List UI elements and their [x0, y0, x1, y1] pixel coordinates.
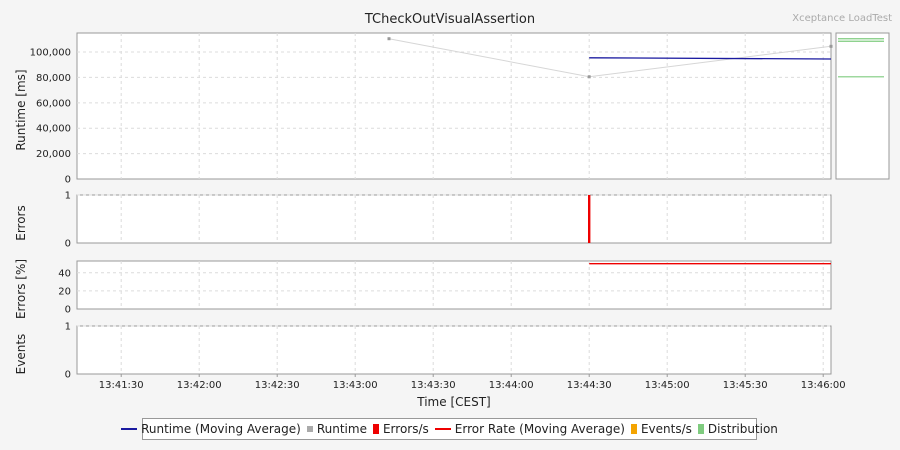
y-tick-label: 0 [65, 370, 71, 381]
events-plot-area [76, 325, 832, 375]
runtime-point [387, 37, 391, 41]
legend-swatch [121, 428, 138, 430]
x-tick-label: 13:43:30 [411, 380, 456, 391]
y-tick-label: 1 [65, 191, 71, 202]
y-tick-label: 0 [65, 305, 71, 316]
runtime-ylabel: Runtime [ms] [14, 69, 28, 150]
y-tick-label: 100,000 [30, 48, 71, 59]
legend-swatch [306, 426, 313, 432]
runtime-point [587, 75, 591, 79]
y-tick-label: 20 [58, 286, 71, 297]
errors-panel [76, 194, 832, 244]
legend-swatch [434, 428, 451, 430]
runtime-panel [76, 32, 890, 180]
y-tick-label: 20,000 [36, 149, 71, 160]
legend-item: Errors/s [372, 422, 429, 436]
y-tick-label: 60,000 [36, 98, 71, 109]
legend-swatch [630, 424, 637, 434]
errors-bar [588, 195, 591, 243]
y-tick-label: 1 [65, 322, 71, 333]
legend-label: Events/s [640, 422, 692, 436]
x-tick-label: 13:43:00 [333, 380, 378, 391]
legend-swatch [697, 424, 704, 434]
x-axis-label: Time [CEST] [416, 395, 490, 409]
legend-label: Distribution [707, 422, 778, 436]
legend-item: Events/s [630, 422, 692, 436]
watermark: Xceptance LoadTest [792, 13, 892, 24]
events-ylabel: Events [14, 334, 28, 375]
y-tick-label: 0 [65, 175, 71, 186]
distribution-panel [835, 32, 890, 180]
runtime-point [829, 44, 833, 48]
legend-item: Distribution [697, 422, 778, 436]
errors-plot-area [76, 194, 832, 244]
x-tick-label: 13:42:00 [177, 380, 222, 391]
x-tick-label: 13:44:30 [567, 380, 612, 391]
x-tick-label: 13:46:00 [801, 380, 846, 391]
legend-item: Error Rate (Moving Average) [434, 422, 625, 436]
legend-item: Runtime [306, 422, 367, 436]
x-tick-label: 13:45:00 [645, 380, 690, 391]
legend-label: Error Rate (Moving Average) [454, 422, 625, 436]
y-tick-label: 0 [65, 239, 71, 250]
x-tick-label: 13:44:00 [489, 380, 534, 391]
x-tick-label: 13:45:30 [723, 380, 768, 391]
legend-swatch [372, 424, 379, 434]
y-tick-label: 40,000 [36, 124, 71, 135]
legend-label: Errors/s [382, 422, 429, 436]
events-panel [76, 325, 832, 375]
error-rate-ylabel: Errors [%] [14, 259, 28, 319]
legend: Runtime (Moving Average) Runtime Errors/s E… [121, 418, 778, 440]
y-tick-label: 80,000 [36, 73, 71, 84]
y-tick-label: 40 [58, 268, 71, 279]
error-rate-plot-area [76, 260, 832, 310]
errors-ylabel: Errors [14, 205, 28, 241]
chart-title: TCheckOutVisualAssertion [364, 12, 535, 27]
legend-label: Runtime [316, 422, 367, 436]
legend-item: Runtime (Moving Average) [121, 422, 301, 436]
legend-label: Runtime (Moving Average) [141, 422, 301, 436]
x-tick-label: 13:42:30 [255, 380, 300, 391]
error-rate-panel [76, 260, 832, 310]
runtime-plot-area [76, 32, 832, 180]
x-tick-label: 13:41:30 [99, 380, 144, 391]
runtime-line [589, 57, 832, 60]
